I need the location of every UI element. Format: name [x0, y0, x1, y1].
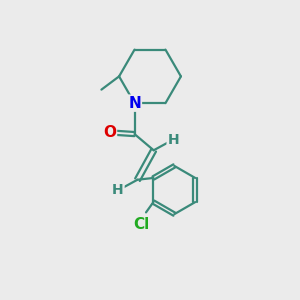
Text: H: H — [112, 183, 124, 197]
Text: N: N — [128, 96, 141, 111]
Text: Cl: Cl — [134, 217, 150, 232]
Text: H: H — [168, 133, 179, 147]
Text: O: O — [103, 125, 116, 140]
